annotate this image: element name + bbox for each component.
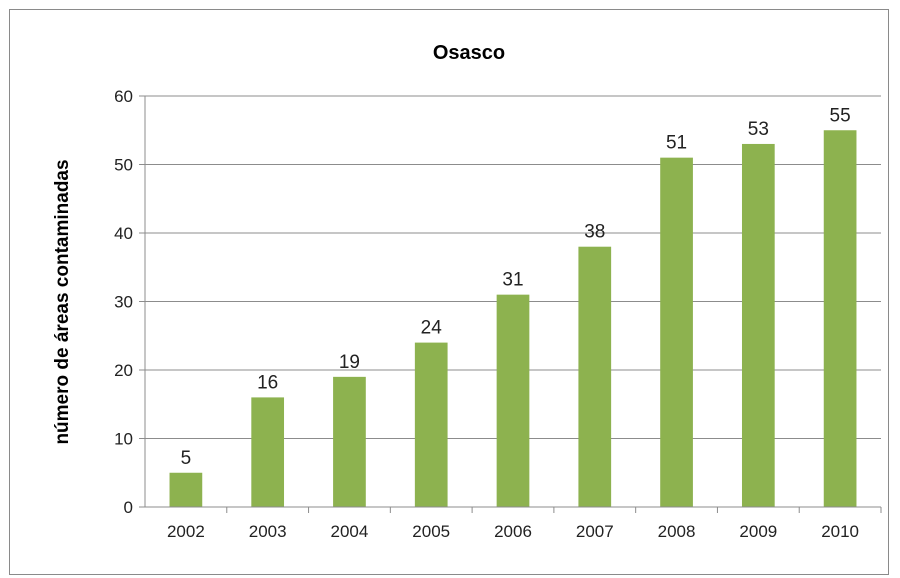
x-tick-label-2004: 2004 (331, 522, 369, 541)
y-tick-label: 20 (114, 361, 133, 380)
y-axis-ticks: 0 10 20 30 40 50 60 (114, 87, 145, 517)
y-tick-label: 50 (114, 156, 133, 175)
data-label-2007: 38 (584, 222, 605, 243)
x-tick-label-2002: 2002 (167, 522, 205, 541)
data-label-2010: 55 (830, 105, 851, 126)
y-tick-label: 40 (114, 224, 133, 243)
bar-2007 (578, 246, 612, 507)
x-tick-label-2006: 2006 (494, 522, 532, 541)
bar-2010 (823, 130, 857, 507)
y-tick-label: 10 (114, 430, 133, 449)
data-label-2008: 51 (666, 133, 687, 154)
data-label-2009: 53 (748, 119, 769, 140)
data-label-2006: 31 (502, 270, 523, 291)
bar-2008 (660, 157, 693, 507)
data-label-2002: 5 (181, 448, 192, 469)
data-label-2004: 19 (339, 352, 360, 373)
bar-2003 (251, 397, 285, 507)
bar-2005 (414, 342, 448, 507)
bar-2009 (741, 143, 775, 507)
x-tick-label-2007: 2007 (576, 522, 614, 541)
x-tick-label-2003: 2003 (249, 522, 287, 541)
bar-2002 (169, 472, 203, 507)
bar-2004 (333, 376, 366, 507)
x-axis: 2002 2003 2004 2005 2006 2007 2008 2009 2010 (144, 96, 882, 541)
x-tick-label-2009: 2009 (739, 522, 777, 541)
y-tick-label: 30 (114, 293, 133, 312)
data-label-2003: 16 (257, 372, 278, 393)
x-tick-label-2005: 2005 (412, 522, 450, 541)
bars (169, 130, 857, 507)
bar-2006 (496, 294, 530, 507)
chart-title: Osasco (433, 42, 505, 64)
data-labels: 5 16 19 24 31 38 51 53 55 (181, 105, 851, 469)
y-tick-label: 60 (114, 87, 133, 106)
y-axis-label: número de áreas contaminadas (52, 159, 73, 444)
data-label-2005: 24 (421, 318, 443, 339)
y-tick-label: 0 (124, 498, 133, 517)
x-tick-label-2010: 2010 (821, 522, 859, 541)
x-tick-label-2008: 2008 (658, 522, 696, 541)
